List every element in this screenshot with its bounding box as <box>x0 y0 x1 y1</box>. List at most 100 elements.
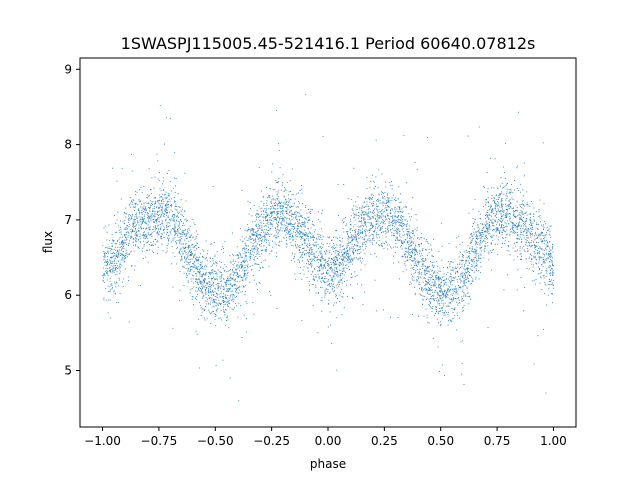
data-point <box>468 255 470 257</box>
data-point <box>472 223 474 225</box>
data-point <box>264 219 266 221</box>
data-point <box>488 259 490 261</box>
data-point <box>250 255 252 257</box>
data-point <box>327 272 329 274</box>
data-point <box>501 209 503 211</box>
data-point <box>270 188 272 190</box>
data-point <box>358 226 360 228</box>
data-point <box>264 249 266 251</box>
data-point <box>310 253 312 255</box>
data-point <box>487 191 489 193</box>
data-point <box>211 284 213 286</box>
data-point <box>200 283 202 285</box>
data-point <box>516 289 518 291</box>
data-point <box>505 216 507 218</box>
data-point <box>132 242 134 243</box>
data-point <box>285 229 286 231</box>
data-point <box>143 203 145 205</box>
data-point <box>213 242 215 243</box>
data-point <box>395 240 397 242</box>
data-point <box>516 237 518 239</box>
data-point <box>549 261 551 263</box>
data-point <box>282 205 283 207</box>
data-point <box>334 266 336 268</box>
data-point <box>303 223 305 225</box>
data-point <box>443 312 445 314</box>
data-point <box>114 250 116 252</box>
data-point <box>133 210 135 211</box>
data-point <box>346 253 348 255</box>
data-point <box>208 294 209 296</box>
data-point <box>156 219 158 221</box>
data-point <box>466 252 468 253</box>
data-point <box>320 250 322 252</box>
data-point <box>468 280 470 282</box>
data-point <box>506 198 508 199</box>
data-point <box>514 224 516 226</box>
data-point <box>487 227 488 229</box>
data-point <box>161 233 163 235</box>
data-point <box>191 251 192 253</box>
data-point <box>192 237 194 239</box>
data-point <box>331 258 333 260</box>
data-point <box>398 229 400 231</box>
data-point <box>403 241 405 243</box>
data-point <box>380 244 382 246</box>
data-point <box>480 247 482 249</box>
data-point <box>316 259 318 261</box>
data-point <box>365 234 367 236</box>
data-point <box>216 262 218 264</box>
data-point <box>534 246 536 248</box>
data-point <box>548 280 550 282</box>
data-point <box>153 230 155 232</box>
data-point <box>414 262 416 264</box>
data-point <box>535 279 537 280</box>
data-point <box>224 294 226 296</box>
data-point <box>285 229 287 231</box>
data-point <box>350 237 352 239</box>
data-point <box>363 214 365 216</box>
data-point <box>262 211 264 213</box>
data-point <box>378 236 380 238</box>
data-point <box>292 194 294 196</box>
data-point <box>236 265 238 267</box>
data-point <box>225 282 227 283</box>
data-point <box>234 284 235 286</box>
data-point <box>479 228 481 230</box>
data-point <box>176 232 178 234</box>
data-point <box>269 229 271 231</box>
data-point <box>104 255 106 257</box>
data-point <box>154 197 156 199</box>
data-point <box>514 232 516 234</box>
data-point <box>301 222 303 224</box>
data-point <box>529 217 531 219</box>
data-point <box>247 267 249 269</box>
data-point <box>267 214 268 216</box>
data-point <box>422 248 424 250</box>
data-point <box>295 210 297 212</box>
data-point <box>136 235 138 237</box>
data-point <box>343 256 345 258</box>
data-point <box>143 185 145 187</box>
data-point <box>348 257 350 259</box>
data-point <box>135 229 136 231</box>
data-point <box>178 228 180 230</box>
data-point <box>469 257 471 259</box>
data-point <box>400 193 401 195</box>
data-point <box>246 302 248 304</box>
data-point <box>549 249 551 251</box>
data-point <box>444 290 446 292</box>
data-point <box>125 252 127 254</box>
data-point <box>186 232 188 234</box>
data-point <box>456 279 458 281</box>
data-point <box>490 242 492 244</box>
data-point <box>212 299 214 301</box>
data-point <box>333 286 335 288</box>
data-point <box>114 258 116 260</box>
data-point <box>278 244 279 246</box>
data-point <box>492 218 494 220</box>
data-point <box>192 253 194 255</box>
data-point <box>326 272 327 274</box>
data-point <box>419 276 421 278</box>
data-point <box>332 269 333 271</box>
